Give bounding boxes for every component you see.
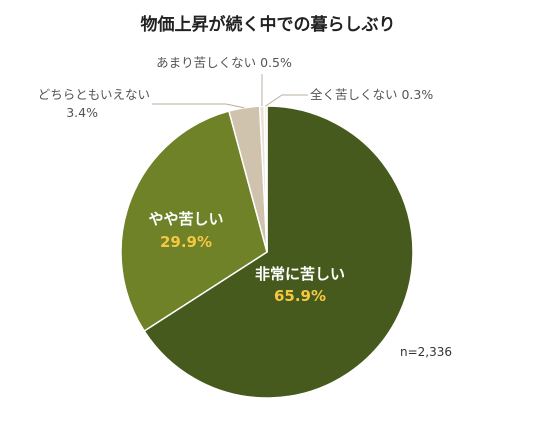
slice-label-1: 非常に苦しい [255, 265, 345, 283]
leader-line-3 [152, 103, 245, 109]
pie-slice-2 [120, 110, 268, 333]
slice-value-3: 3.4% [66, 105, 98, 120]
leader-line-5 [265, 94, 308, 107]
slice-label-3: どちらともいえない [38, 87, 150, 102]
slice-label-4: あまり苦しくない 0.5% [156, 55, 292, 70]
slice-label-2: やや苦しい [148, 210, 223, 228]
pie-slice-1 [143, 105, 414, 399]
sample-size-note: n=2,336 [400, 345, 452, 359]
slice-value-1: 65.9% [274, 287, 326, 305]
pie-slice-5 [263, 105, 268, 253]
slice-value-2: 29.9% [160, 233, 212, 251]
chart-title: 物価上昇が続く中での暮らしぶり [140, 15, 396, 35]
slice-label-5: 全く苦しくない 0.3% [310, 87, 433, 102]
